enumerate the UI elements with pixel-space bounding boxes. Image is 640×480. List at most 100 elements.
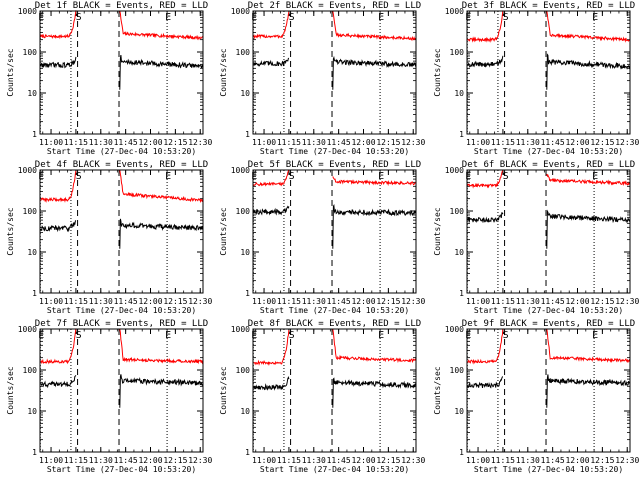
- event-marker-label: E: [378, 330, 384, 341]
- series-line-events: [253, 205, 290, 216]
- y-tick-label: 100: [450, 207, 465, 216]
- event-marker-label: S: [503, 171, 509, 182]
- series-line-lld: [467, 328, 504, 365]
- x-tick-label: 12:15: [163, 297, 187, 306]
- chart-title: Det 5f BLACK = Events, RED = LLD: [248, 160, 421, 170]
- y-axis-label: Counts/sec: [6, 366, 15, 414]
- x-tick-label: 12:00: [565, 456, 589, 465]
- x-tick-label: 12:00: [565, 297, 589, 306]
- x-tick-label: 11:00: [39, 456, 63, 465]
- x-tick-label: 12:00: [351, 138, 375, 147]
- series-line-events: [332, 203, 417, 249]
- event-marker-label: S: [76, 330, 82, 341]
- event-marker-label: S: [503, 330, 509, 341]
- event-marker-label: S: [289, 171, 295, 182]
- event-marker-label: E: [38, 171, 44, 182]
- x-tick-label: 11:00: [252, 456, 276, 465]
- x-tick-label: 11:15: [491, 297, 515, 306]
- x-axis-label: Start Time (27-Dec-04 10:53:20): [47, 306, 196, 315]
- x-tick-label: 11:30: [89, 138, 113, 147]
- series-line-events: [467, 376, 503, 389]
- x-tick-label: 12:30: [401, 138, 425, 147]
- x-tick-label: 12:30: [615, 138, 639, 147]
- event-marker-label: E: [592, 12, 598, 23]
- series-line-lld: [119, 10, 203, 41]
- series-line-lld: [119, 169, 204, 204]
- plot-frame: [252, 169, 417, 294]
- y-tick-label: 10: [27, 89, 37, 98]
- x-tick-label: 11:15: [277, 456, 301, 465]
- event-marker-label: E: [465, 171, 471, 182]
- series-line-events: [467, 212, 504, 224]
- event-marker-label: E: [38, 330, 44, 341]
- plot-frame: [466, 328, 631, 453]
- x-tick-label: 12:15: [590, 456, 614, 465]
- x-tick-label: 11:15: [491, 456, 515, 465]
- x-tick-label: 11:00: [252, 138, 276, 147]
- y-tick-label: 10: [240, 248, 250, 257]
- x-tick-label: 12:00: [351, 297, 375, 306]
- series-line-events: [253, 57, 290, 67]
- x-tick-label: 12:15: [163, 138, 187, 147]
- x-tick-label: 11:15: [64, 138, 88, 147]
- y-tick-label: 1: [245, 448, 250, 457]
- series-line-events: [546, 53, 631, 90]
- x-tick-label: 11:45: [114, 138, 138, 147]
- x-tick-label: 11:15: [64, 297, 88, 306]
- series-line-events: [119, 218, 204, 249]
- event-marker-label: E: [38, 12, 44, 23]
- chart-title: Det 2f BLACK = Events, RED = LLD: [248, 1, 421, 11]
- event-marker-label: S: [503, 12, 509, 23]
- x-tick-label: 12:00: [565, 138, 589, 147]
- x-tick-label: 11:45: [541, 138, 565, 147]
- event-marker-label: E: [165, 330, 171, 341]
- x-tick-label: 12:15: [590, 138, 614, 147]
- series-line-lld: [467, 170, 504, 189]
- x-tick-label: 12:00: [351, 456, 375, 465]
- x-tick-label: 11:45: [541, 456, 565, 465]
- plot-frame: [252, 328, 417, 453]
- x-tick-label: 12:15: [163, 456, 187, 465]
- series-line-events: [332, 55, 417, 90]
- series-line-lld: [253, 329, 290, 367]
- x-axis-label: Start Time (27-Dec-04 10:53:20): [260, 147, 409, 156]
- chart-panel: Det 3f BLACK = Events, RED = LLD Counts/s…: [433, 1, 639, 156]
- x-tick-label: 11:30: [302, 297, 326, 306]
- chart-title: Det 9f BLACK = Events, RED = LLD: [462, 319, 635, 329]
- x-tick-label: 12:30: [401, 297, 425, 306]
- series-line-events: [546, 209, 631, 249]
- x-tick-label: 11:15: [277, 138, 301, 147]
- x-axis-label: Start Time (27-Dec-04 10:53:20): [47, 465, 196, 474]
- y-tick-label: 10: [454, 248, 464, 257]
- y-axis-label: Counts/sec: [219, 48, 228, 96]
- x-tick-label: 12:30: [188, 297, 212, 306]
- series-line-events: [332, 377, 416, 408]
- series-line-events: [119, 374, 204, 408]
- x-tick-label: 11:15: [64, 456, 88, 465]
- plot-frame: [39, 169, 204, 294]
- x-tick-label: 12:30: [615, 456, 639, 465]
- y-tick-label: 100: [450, 366, 465, 375]
- series-line-lld: [253, 169, 290, 187]
- event-marker-label: E: [165, 171, 171, 182]
- series-line-lld: [40, 170, 77, 203]
- x-tick-label: 11:30: [89, 456, 113, 465]
- x-tick-label: 11:30: [516, 138, 540, 147]
- y-tick-label: 100: [23, 48, 38, 57]
- x-tick-label: 12:00: [138, 456, 162, 465]
- y-tick-label: 1000: [18, 166, 37, 175]
- y-axis-label: Counts/sec: [219, 366, 228, 414]
- y-tick-label: 1000: [445, 325, 464, 334]
- y-tick-label: 10: [454, 407, 464, 416]
- x-axis-label: Start Time (27-Dec-04 10:53:20): [47, 147, 196, 156]
- x-axis-label: Start Time (27-Dec-04 10:53:20): [260, 465, 409, 474]
- y-tick-label: 1: [32, 448, 37, 457]
- y-tick-label: 10: [240, 89, 250, 98]
- y-tick-label: 1: [459, 289, 464, 298]
- plot-frame: [252, 10, 417, 135]
- y-tick-label: 1: [245, 130, 250, 139]
- y-axis-label: Counts/sec: [6, 48, 15, 96]
- chart-title: Det 7f BLACK = Events, RED = LLD: [35, 319, 208, 329]
- y-tick-label: 100: [236, 207, 251, 216]
- y-tick-label: 10: [27, 407, 37, 416]
